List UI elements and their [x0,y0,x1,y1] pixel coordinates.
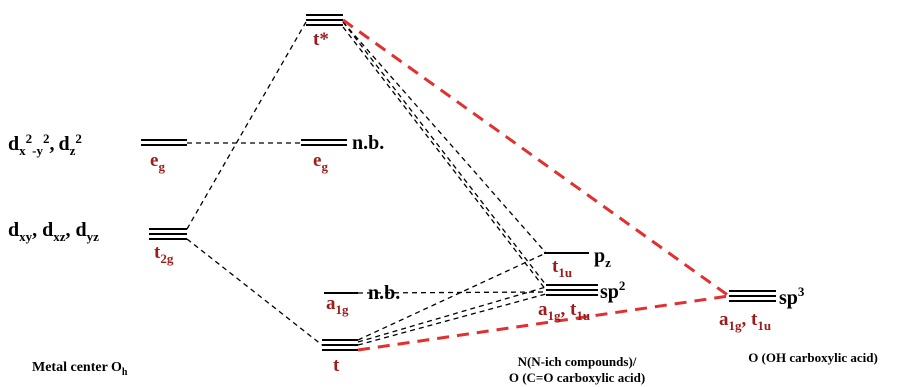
level-eg-nb [301,139,347,146]
caption-oh-ligand: O (OH carboxylic acid) [748,350,878,365]
level-sp3 [729,290,776,302]
level-eg-left [141,139,187,146]
label-dxy-dxz-dyz: dxy, dxz, dyz [8,219,99,244]
label-a1g: a1g [326,293,349,317]
caption-n-ligand: N(N-ich compounds)/ [518,354,637,369]
level-t-star [306,14,343,26]
label-a1g-t1u-sp3: a1g, t1u [719,309,771,333]
label-nb-a1g: n.b. [368,282,400,304]
label-sp3: sp3 [779,284,805,309]
label-dx2y2-dz2: dx2-y2, dz2 [8,131,82,158]
label-a1g-t1u-sp2: a1g, t1u [538,299,590,323]
red-correlation-lines [342,18,730,352]
label-sp2: sp2 [600,278,625,303]
level-sp2 [546,284,598,296]
level-t [322,339,358,351]
label-eg-left: eg [150,150,165,174]
caption-metal: Metal center Oh [32,360,128,378]
label-nb-eg: n.b. [352,132,384,154]
caption-co-ligand: O (C=O carboxylic acid) [509,370,645,385]
label-t: t [333,355,340,376]
label-t-star: t* [313,29,329,50]
label-eg-mid: eg [313,150,328,174]
level-t2g [149,228,187,240]
label-pz: pz [594,245,611,270]
label-t2g: t2g [154,242,174,266]
correlation-lines [186,21,547,346]
label-t1u-pz: t1u [552,256,572,280]
